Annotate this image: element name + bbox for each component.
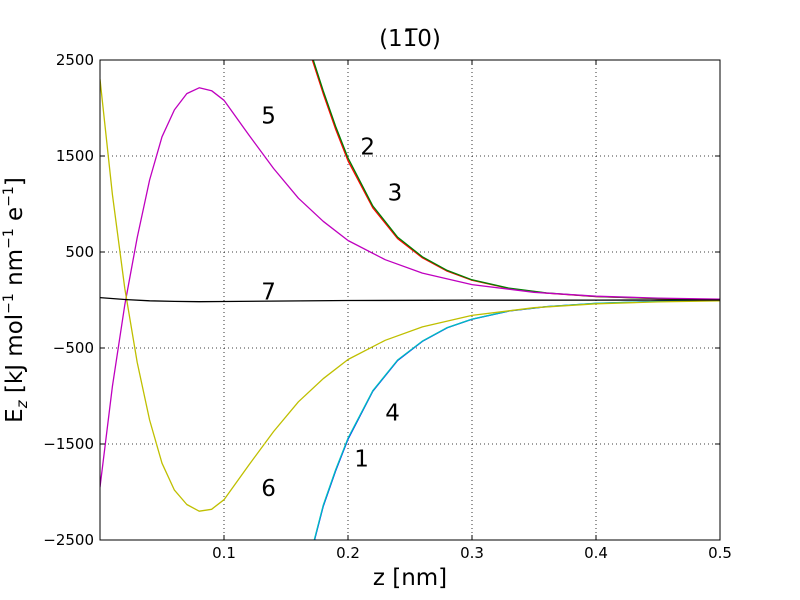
chart-title: (11̅0) <box>379 26 441 52</box>
x-tick-label: 0.2 <box>336 544 360 562</box>
curve-label-2: 2 <box>360 134 375 160</box>
curve-label-4: 4 <box>385 400 400 426</box>
y-tick-label: 1500 <box>56 147 94 165</box>
curve-label-1: 1 <box>354 446 369 472</box>
curve-label-5: 5 <box>261 104 276 130</box>
y-tick-label: −2500 <box>43 531 94 549</box>
y-tick-label: −500 <box>53 339 94 357</box>
x-tick-label: 0.1 <box>212 544 236 562</box>
series-group <box>100 60 720 540</box>
series-line-5 <box>100 87 720 488</box>
series-line-6 <box>100 79 720 512</box>
x-tick-label: 0.4 <box>584 544 608 562</box>
y-axis-title: Ez [kJ mol−1 nm−1 e−1] <box>1 177 31 423</box>
series-line-7 <box>100 296 720 303</box>
curve-label-6: 6 <box>261 476 276 502</box>
x-tick-label: 0.5 <box>708 544 732 562</box>
curve-label-7: 7 <box>261 279 276 305</box>
plot-area: 0.1 0.2 0.3 0.4 0.5 2500 1500 500 −500 −1500 −2500… <box>43 51 732 562</box>
x-tick-label: 0.3 <box>460 544 484 562</box>
y-tick-label: 2500 <box>56 51 94 69</box>
y-tick-label: −1500 <box>43 435 94 453</box>
y-tick-label: 500 <box>65 243 94 261</box>
axes-frame <box>99 59 721 541</box>
x-axis-title: z [nm] <box>373 565 447 591</box>
curve-label-3: 3 <box>388 180 403 206</box>
